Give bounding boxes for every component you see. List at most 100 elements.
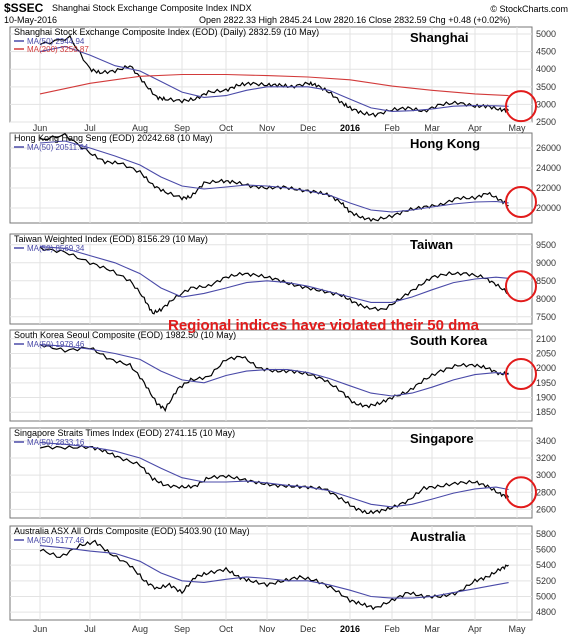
y-tick-label: 2600 bbox=[536, 504, 556, 514]
x-tick-label: May bbox=[508, 123, 526, 133]
highlight-circle bbox=[505, 358, 537, 391]
region-label: Australia bbox=[410, 529, 466, 544]
panel-frame bbox=[9, 329, 533, 422]
y-tick-label: 2050 bbox=[536, 348, 556, 358]
y-tick-label: 4000 bbox=[536, 64, 556, 74]
x-tick-label: Aug bbox=[132, 624, 148, 634]
x-tick-label: 2016 bbox=[340, 624, 360, 634]
y-tick-label: 5200 bbox=[536, 576, 556, 586]
header-date: 10-May-2016 bbox=[4, 15, 57, 25]
ma-legend-label: MA(50) 8569.34 bbox=[27, 244, 85, 253]
y-tick-label: 4500 bbox=[536, 47, 556, 57]
panel-frame bbox=[9, 525, 533, 621]
panel-4: 2600 2800 3000 3200 3400 Singapore Straits Ti… bbox=[9, 427, 556, 519]
panel-title: South Korea Seoul Composite (EOD) 1982.5… bbox=[14, 330, 236, 340]
ma50-line bbox=[39, 45, 509, 112]
panel-title: Taiwan Weighted Index (EOD) 8156.29 (10 … bbox=[14, 234, 208, 244]
ma-legend-label: MA(50) 5177.46 bbox=[27, 536, 85, 545]
x-tick-label: Dec bbox=[300, 624, 317, 634]
panel-title: Shanghai Stock Exchange Composite Index … bbox=[14, 27, 319, 37]
region-label: Shanghai bbox=[410, 30, 469, 45]
y-tick-label: 2100 bbox=[536, 334, 556, 344]
ma-legend-label: MA(50) 2944.94 bbox=[27, 37, 85, 46]
ma50-line bbox=[39, 442, 509, 508]
region-label: South Korea bbox=[410, 333, 488, 348]
x-tick-label: Jun bbox=[33, 123, 48, 133]
x-tick-label: Dec bbox=[300, 123, 317, 133]
x-tick-label: Aug bbox=[132, 123, 148, 133]
y-tick-label: 5000 bbox=[536, 592, 556, 602]
header-ticker-desc: Shanghai Stock Exchange Composite Index … bbox=[52, 3, 252, 13]
x-tick-label: Feb bbox=[384, 624, 400, 634]
ma-legend-label: MA(50) 20511.64 bbox=[27, 143, 89, 152]
y-tick-label: 7500 bbox=[536, 312, 556, 322]
ma200-line bbox=[39, 73, 509, 97]
y-tick-label: 1850 bbox=[536, 407, 556, 417]
x-tick-label: Mar bbox=[424, 624, 440, 634]
ma50-line bbox=[39, 344, 509, 397]
y-tick-label: 9500 bbox=[536, 240, 556, 250]
y-tick-label: 5400 bbox=[536, 560, 556, 570]
price-line bbox=[39, 246, 509, 315]
panel-1: 20000 22000 24000 26000 Hong Kong Hang Seng … bbox=[9, 132, 561, 224]
ma50-line bbox=[39, 140, 509, 213]
x-tick-label: Sep bbox=[174, 624, 190, 634]
ma50-line bbox=[39, 246, 509, 303]
region-label: Hong Kong bbox=[410, 136, 480, 151]
panel-frame bbox=[9, 26, 533, 123]
y-tick-label: 2800 bbox=[536, 487, 556, 497]
x-tick-label: Apr bbox=[468, 624, 482, 634]
y-tick-label: 2000 bbox=[536, 363, 556, 373]
annotation-text: Regional indices have violated their 50 … bbox=[168, 317, 480, 334]
panel-3: 1850 1900 1950 2000 2050 2100 South Korea Seou… bbox=[9, 329, 556, 422]
panel-frame bbox=[9, 427, 533, 519]
highlight-circle bbox=[505, 476, 537, 509]
x-axis: Jun Jun Jul Jul Aug Aug Sep Sep Oct Oct Nov Nov Dec D… bbox=[33, 123, 526, 634]
header-ohlc: Open 2822.33 High 2845.24 Low 2820.16 Cl… bbox=[199, 15, 510, 25]
x-tick-label: Apr bbox=[468, 123, 482, 133]
panels-group: 2500 3000 3500 4000 4500 5000 Shanghai Stock E… bbox=[9, 26, 561, 621]
x-tick-label: Sep bbox=[174, 123, 190, 133]
x-tick-label: Nov bbox=[259, 123, 276, 133]
price-line bbox=[39, 539, 509, 611]
y-tick-label: 8000 bbox=[536, 294, 556, 304]
header-ticker: $SSEC bbox=[4, 1, 44, 15]
y-tick-label: 1900 bbox=[536, 393, 556, 403]
y-tick-label: 3000 bbox=[536, 99, 556, 109]
highlight-circle bbox=[505, 186, 537, 218]
y-tick-label: 8500 bbox=[536, 276, 556, 286]
panel-frame bbox=[9, 233, 533, 325]
x-tick-label: May bbox=[508, 624, 526, 634]
price-line bbox=[39, 444, 510, 515]
y-tick-label: 5000 bbox=[536, 29, 556, 39]
y-tick-label: 24000 bbox=[536, 163, 561, 173]
y-tick-label: 3200 bbox=[536, 453, 556, 463]
x-tick-label: Jul bbox=[84, 123, 96, 133]
y-tick-label: 1950 bbox=[536, 378, 556, 388]
y-tick-label: 3500 bbox=[536, 82, 556, 92]
y-tick-label: 5600 bbox=[536, 545, 556, 555]
x-tick-label: Mar bbox=[424, 123, 440, 133]
panel-title: Hong Kong Hang Seng (EOD) 20242.68 (10 M… bbox=[14, 133, 213, 143]
x-tick-label: 2016 bbox=[340, 123, 360, 133]
y-tick-label: 26000 bbox=[536, 143, 561, 153]
ma-legend-label: MA(50) 2833.16 bbox=[27, 438, 85, 447]
x-tick-label: Feb bbox=[384, 123, 400, 133]
y-tick-label: 3400 bbox=[536, 436, 556, 446]
price-line bbox=[39, 34, 509, 118]
highlight-circle bbox=[505, 90, 537, 123]
highlight-circle bbox=[505, 270, 537, 303]
y-tick-label: 20000 bbox=[536, 203, 561, 213]
y-tick-label: 2500 bbox=[536, 117, 556, 127]
x-tick-label: Jun bbox=[33, 624, 48, 634]
chart-header: $SSEC Shanghai Stock Exchange Composite … bbox=[4, 1, 568, 25]
ma-legend-label: MA(200) 3250.87 bbox=[27, 45, 89, 54]
y-tick-label: 22000 bbox=[536, 183, 561, 193]
panel-title: Australia ASX All Ords Composite (EOD) 5… bbox=[14, 526, 250, 536]
panel-0: 2500 3000 3500 4000 4500 5000 Shanghai Stock E… bbox=[9, 26, 556, 127]
header-credit: © StockCharts.com bbox=[490, 4, 568, 14]
panel-2: 7500 8000 8500 9000 9500 Taiwan Weighted Inde… bbox=[9, 233, 556, 325]
ma-legend-label: MA(50) 1978.46 bbox=[27, 340, 85, 349]
y-tick-label: 4800 bbox=[536, 607, 556, 617]
